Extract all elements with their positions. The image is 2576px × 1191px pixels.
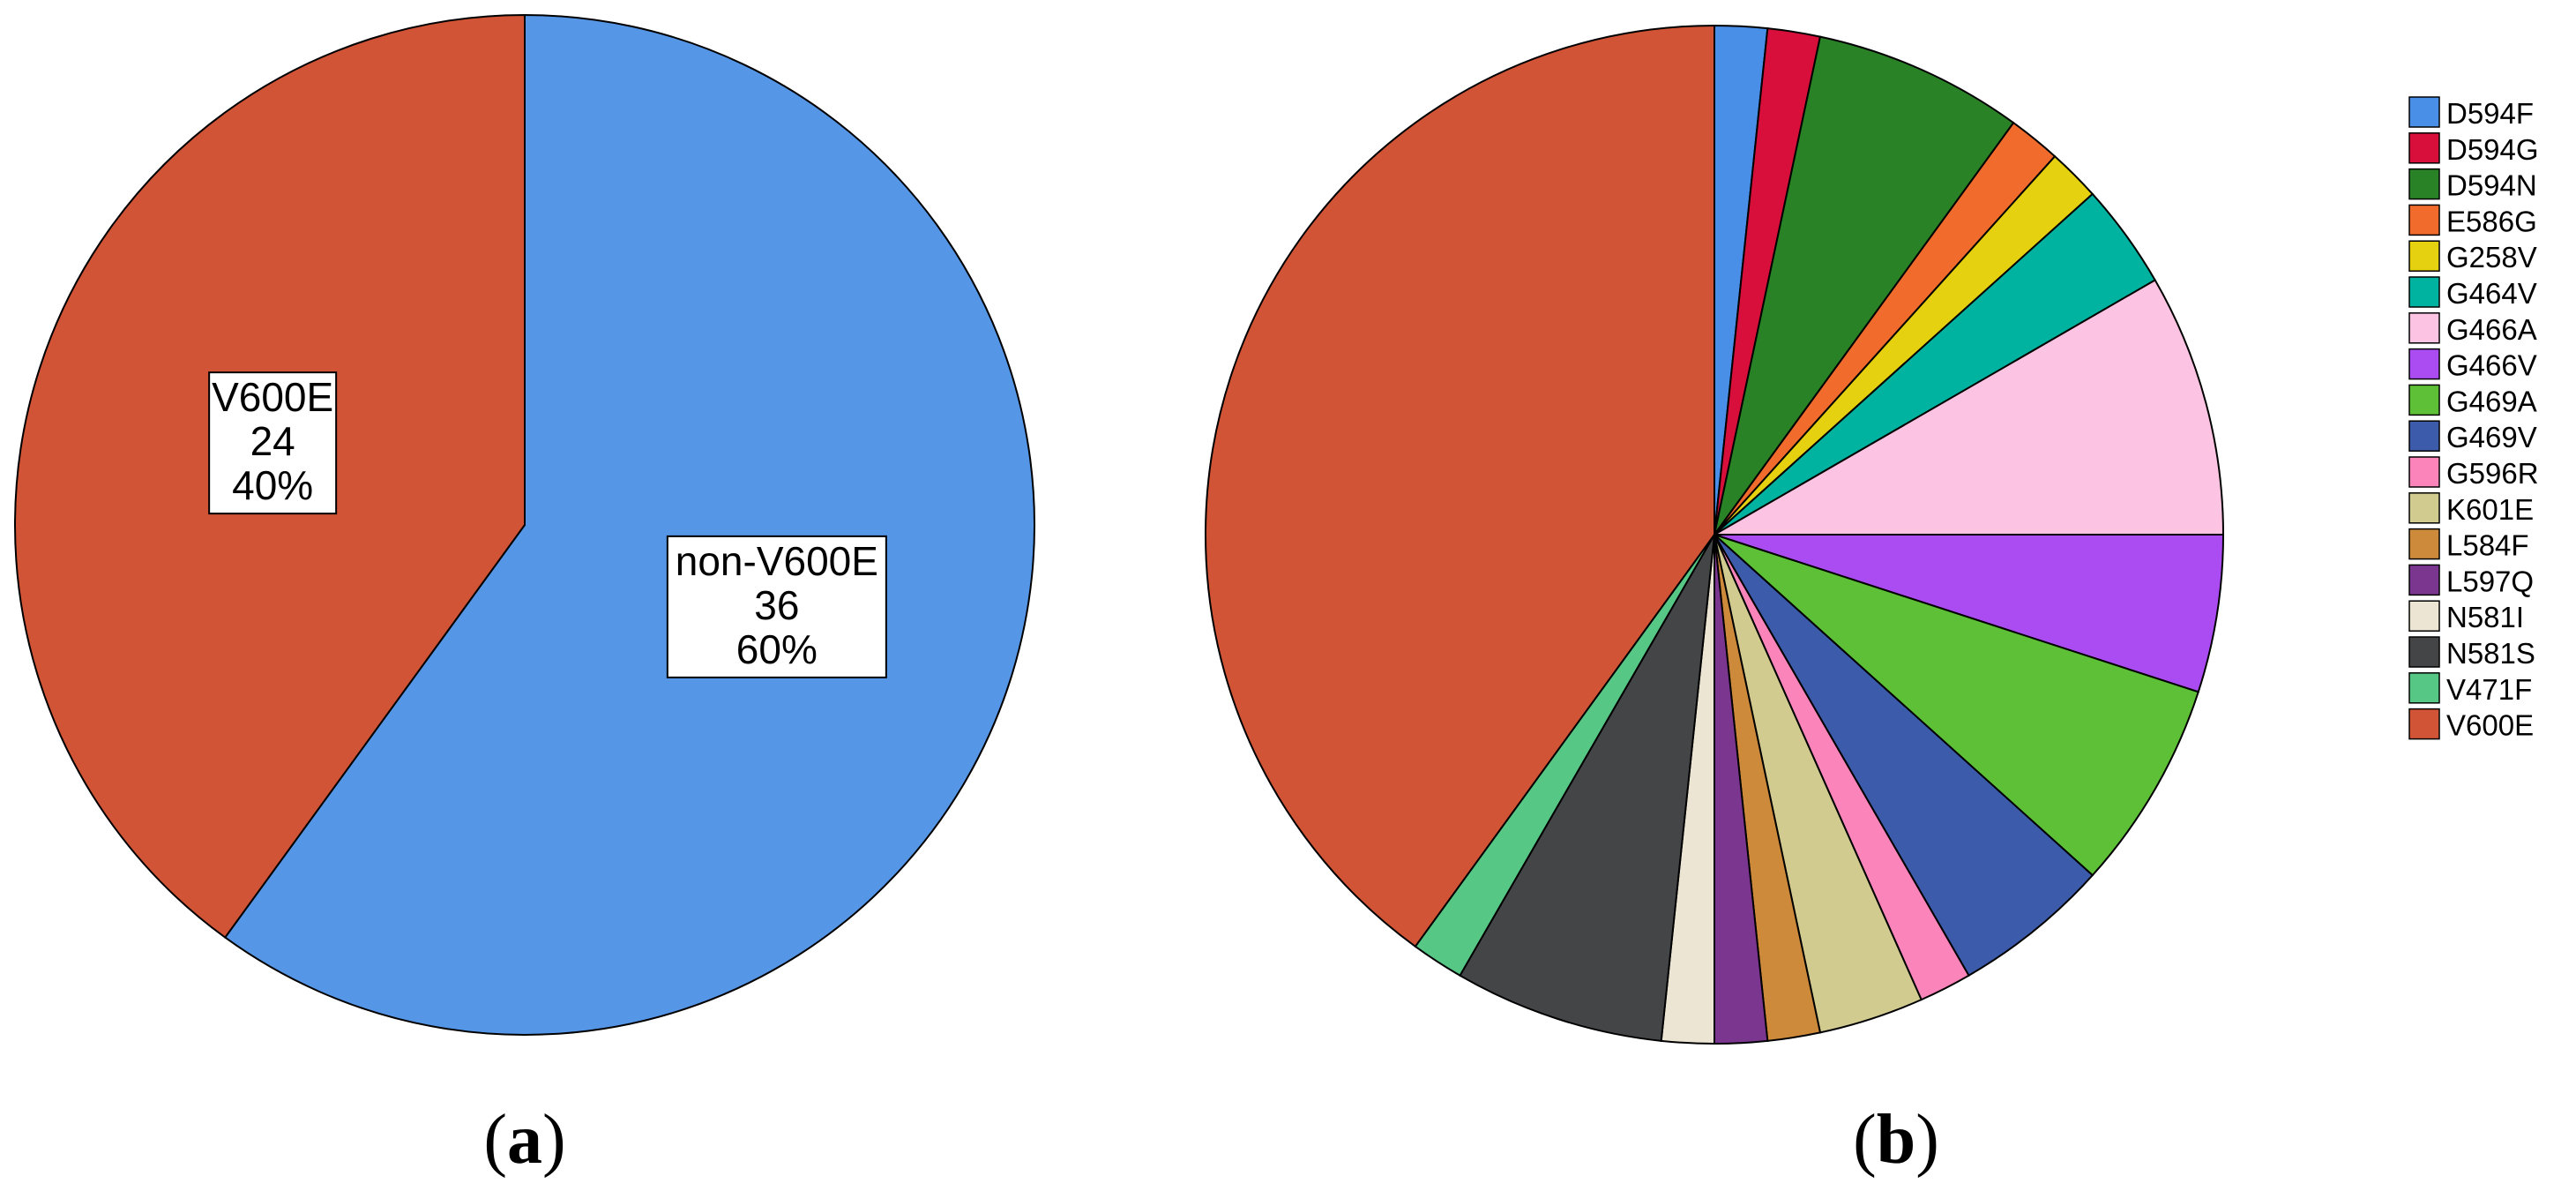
legend-swatch [2408,384,2440,416]
legend-label: L584F [2446,529,2529,562]
legend-label: V600E [2446,709,2534,742]
legend-swatch [2408,168,2440,200]
legend-item-g466v: G466V [2408,348,2537,382]
legend-item-g469v: G469V [2408,420,2537,453]
slice-count: 36 [754,582,799,628]
pie-b-slice-g466v [1714,534,2225,693]
legend-label: V471F [2446,673,2532,706]
legend-item-g258v: G258V [2408,240,2537,273]
legend-swatch [2408,96,2440,128]
legend-swatch [2408,528,2440,560]
pie-b-slice-n581s [1459,534,1715,1042]
legend-swatch [2408,420,2440,452]
legend-label: D594G [2446,133,2539,166]
slice-percent: 40% [232,462,313,508]
legend-item-l597q: L597Q [2408,564,2534,597]
legend-swatch [2408,564,2440,596]
pie-a-slice-non-v600e [223,13,1035,1036]
legend-swatch [2408,204,2440,236]
legend-label: N581S [2446,637,2535,670]
legend-item-e586g: E586G [2408,204,2537,237]
legend-label: N581I [2446,601,2524,633]
legend-item-g464v: G464V [2408,276,2537,310]
label-box [208,371,338,515]
legend-label: G464V [2446,277,2537,310]
legend-item-n581s: N581S [2408,636,2535,670]
legend-label: G469V [2446,421,2537,453]
legend-item-g596r: G596R [2408,456,2539,490]
legend-swatch [2408,132,2440,164]
legend-swatch [2408,672,2440,704]
pie-chart-a [14,13,1035,1036]
pie-b-slice-v600e [1205,24,1715,948]
legend-item-d594g: D594G [2408,132,2539,166]
legend-label: D594F [2446,97,2534,130]
legend-item-k601e: K601E [2408,492,2534,526]
legend-swatch [2408,708,2440,740]
legend-item-g466a: G466A [2408,312,2537,346]
legend-label: G258V [2446,241,2537,273]
legend-label: K601E [2446,493,2534,526]
legend-item-n581i: N581I [2408,600,2524,633]
panel-caption-b: (b) [1853,1101,1939,1179]
legend-label: G469A [2446,385,2537,417]
slice-name: non-V600E [676,538,878,584]
slice-percent: 60% [736,626,818,672]
slice-count: 24 [250,418,295,464]
legend-item-g469a: G469A [2408,384,2537,417]
legend-label: G466V [2446,349,2537,382]
legend-swatch [2408,240,2440,272]
pie-b-slice-g466a [1711,279,2225,536]
legend-swatch [2408,276,2440,308]
pie-b-slice-d594n [1714,35,2015,536]
panel-caption-a: (a) [483,1101,565,1179]
legend-item-l584f: L584F [2408,528,2529,562]
legend-swatch [2408,456,2440,488]
pie-chart-b [1205,24,2225,1045]
legend-label: E586G [2446,205,2537,237]
legend-label: G466A [2446,313,2537,346]
slice-name: V600E [212,374,333,420]
legend-item-d594n: D594N [2408,168,2537,202]
legend-item-v600e: V600E [2408,708,2534,742]
legend-swatch [2408,312,2440,344]
legend-label: D594N [2446,169,2537,202]
legend-swatch [2408,348,2440,380]
legend-swatch [2408,492,2440,524]
legend-swatch [2408,600,2440,632]
pie-b-slice-g469v [1714,534,2094,978]
pie-b-slice-g469a [1714,534,2200,877]
legend-label: L597Q [2446,565,2534,597]
legend-swatch [2408,636,2440,668]
legend-item-d594f: D594F [2408,96,2534,130]
legend-label: G596R [2446,457,2539,490]
label-box [666,535,887,678]
legend-item-v471f: V471F [2408,672,2532,706]
